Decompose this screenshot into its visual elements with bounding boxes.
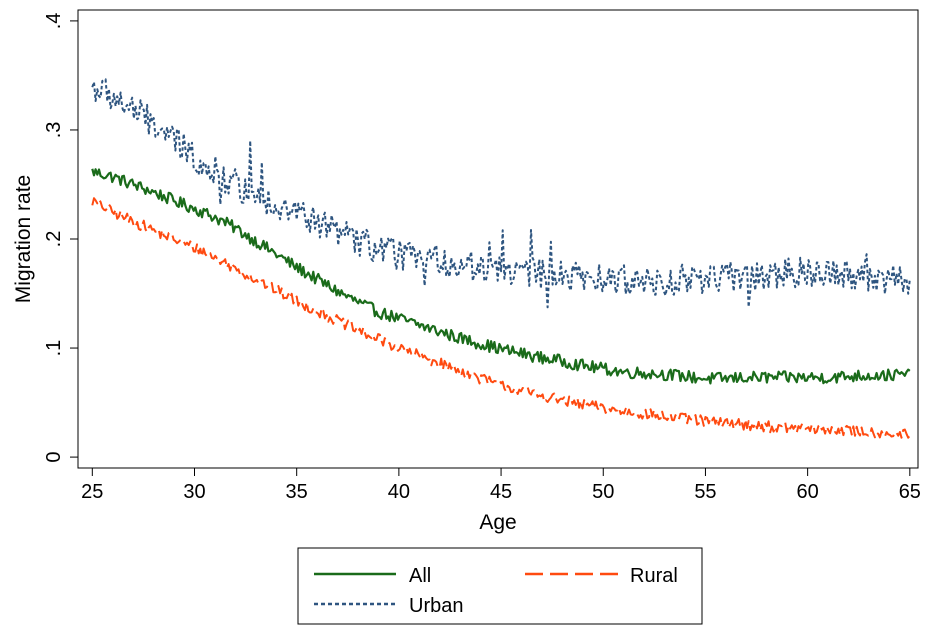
series-line-rural xyxy=(91,197,911,439)
legend-label-urban: Urban xyxy=(409,595,463,617)
y-tick-label: 0 xyxy=(43,452,65,463)
y-tick-label: .3 xyxy=(43,122,65,139)
x-tick-label: 40 xyxy=(388,481,410,503)
y-tick-label: .4 xyxy=(43,13,65,30)
x-tick-label: 50 xyxy=(592,481,614,503)
x-tick-label: 35 xyxy=(286,481,308,503)
y-axis: 0 .1 .2 .3 .4 xyxy=(43,13,78,463)
x-tick-label: 30 xyxy=(183,481,205,503)
x-tick-label: 60 xyxy=(797,481,819,503)
y-tick-label: .2 xyxy=(43,231,65,248)
y-axis-title: Migration rate xyxy=(12,175,35,303)
x-tick-label: 65 xyxy=(899,481,921,503)
legend-box xyxy=(297,547,703,625)
x-tick-label: 45 xyxy=(490,481,512,503)
legend-label-all: All xyxy=(409,565,431,587)
legend: All Rural Urban xyxy=(297,547,703,625)
y-tick-label: .1 xyxy=(43,340,65,357)
series-layer xyxy=(91,78,911,439)
x-axis: 25 30 35 40 45 50 55 60 65 xyxy=(81,468,921,503)
series-line-urban xyxy=(91,78,911,309)
legend-label-rural: Rural xyxy=(630,565,678,587)
x-axis-title: Age xyxy=(479,511,516,534)
x-tick-label: 55 xyxy=(694,481,716,503)
x-tick-label: 25 xyxy=(81,481,103,503)
series-line-all xyxy=(91,168,911,385)
plot-area xyxy=(77,9,919,469)
